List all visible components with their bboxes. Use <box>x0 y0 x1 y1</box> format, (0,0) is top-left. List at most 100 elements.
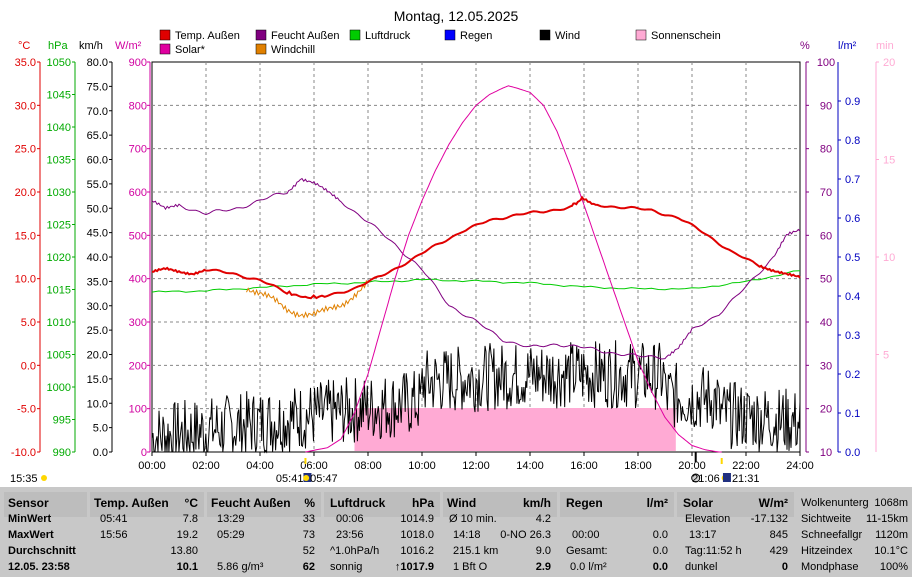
temp-current: 10.1 <box>176 561 198 573</box>
wind-axis-tick-label: 80.0 <box>87 57 108 69</box>
sun-axis-tick-label: 10 <box>883 252 895 264</box>
sun-icon <box>41 475 47 481</box>
wind-axis-tick-label: 10.0 <box>87 398 108 410</box>
cloud-base-label: Wolkenunterg <box>801 497 869 509</box>
rain-unit: l/m² <box>646 496 668 510</box>
solar-elevation-value: -17.132 <box>750 513 788 525</box>
light-status: dunkel <box>685 561 718 573</box>
x-tick-label: 22:00 <box>732 460 760 472</box>
temp-axis-tick-label: 20.0 <box>15 187 36 199</box>
legend-swatch-4 <box>444 29 456 41</box>
temp-axis-unit: °C <box>18 40 30 52</box>
x-tick-label: 08:00 <box>354 460 382 472</box>
wind-axis-tick-label: 60.0 <box>87 155 108 167</box>
legend: Temp. Außen Feucht Außen Luftdruck Regen Win… <box>159 29 721 56</box>
legend-label-1: Temp. Außen <box>175 30 240 42</box>
humidity-axis-tick-label: 40 <box>820 317 832 329</box>
x-tick-label: 04:00 <box>246 460 274 472</box>
chart-title: Montag, 12.05.2025 <box>394 8 519 24</box>
solar-axis-tick-label: 800 <box>129 100 147 112</box>
humidity-axis-tick-label: 30 <box>820 360 832 372</box>
wind-run: 215.1 km <box>453 545 499 557</box>
x-tick-label: 02:00 <box>192 460 220 472</box>
wind-axis-tick-label: 50.0 <box>87 203 108 215</box>
x-tick-label: 16:00 <box>570 460 598 472</box>
pressure-axis-tick-label: 1040 <box>47 122 71 134</box>
humidity-min-value: 33 <box>302 513 315 525</box>
sun-axis-tick-label: 20 <box>883 57 895 69</box>
moon-phase-label: Mondphase <box>801 561 859 573</box>
pressure-axis-tick-label: 1045 <box>47 90 71 102</box>
wind-axis-tick-label: 40.0 <box>87 252 108 264</box>
moonset-label: 21:31 <box>732 473 760 485</box>
sunshine-bar <box>354 408 676 451</box>
humidity-absolute: 5.86 g/m³ <box>217 561 264 573</box>
temp-axis-tick-label: 25.0 <box>15 144 36 156</box>
rain-total-value: 0.0 <box>652 545 668 557</box>
wind-avg-value: 4.2 <box>535 513 551 525</box>
wind-run-value: 9.0 <box>535 545 551 557</box>
moonrise-label: 05:41 <box>276 473 304 485</box>
legend-label-6: Sonnenschein <box>651 30 721 42</box>
humidity-axis-unit: % <box>800 40 810 52</box>
x-tick-label: 00:00 <box>138 460 166 472</box>
solar-current: 0 <box>781 561 788 573</box>
pressure-axis-tick-label: 1030 <box>47 187 71 199</box>
sun-axis-unit: min <box>876 40 894 52</box>
pressure-axis-unit: hPa <box>48 40 68 52</box>
pressure-max-time: 23:56 <box>336 529 364 541</box>
wind-axis-tick-label: 15.0 <box>87 374 108 386</box>
legend-label-4: Regen <box>460 30 492 42</box>
daylength: Tag:11:52 h <box>685 545 742 557</box>
legend-swatch-7 <box>159 43 171 55</box>
legend-label-2: Feucht Außen <box>271 30 340 42</box>
solar-axis-tick-label: 600 <box>129 187 147 199</box>
humidity-max-value: 73 <box>302 529 315 541</box>
wind-axis-tick-label: 45.0 <box>87 228 108 240</box>
rain-axis-tick-label: 0.0 <box>845 447 860 459</box>
temp-axis-tick-label: 15.0 <box>15 230 36 242</box>
solar-axis-unit: W/m² <box>115 40 142 52</box>
wind-axis-tick-label: 5.0 <box>93 423 108 435</box>
pressure-axis-tick-label: 1050 <box>47 57 71 69</box>
solar-header: Solar <box>683 496 714 510</box>
pressure-series <box>151 270 801 293</box>
legend-swatch-3 <box>349 29 361 41</box>
solar-axis-tick-label: 300 <box>129 317 147 329</box>
sunset-label: 21:06 <box>692 473 720 485</box>
x-tick-label: 06:00 <box>300 460 328 472</box>
heat-index-value: 10.1°C <box>874 545 908 557</box>
temp-unit: °C <box>184 496 198 510</box>
row-label-avg: Durchschnitt <box>8 545 76 557</box>
x-axis: 00:00 02:00 04:00 06:00 08:00 10:00 12:00 14:00… <box>10 452 814 485</box>
humidity-axis-tick-label: 20 <box>820 404 832 416</box>
solar-elevation-label: Elevation <box>685 513 731 525</box>
legend-swatch-2 <box>255 29 267 41</box>
rain-column: Regen l/m² 00:00 0.0 Gesamt: 0.0 0.0 l/m… <box>560 487 674 577</box>
row-label-min: MinWert <box>8 513 52 525</box>
sensor-column: Sensor MinWert MaxWert Durchschnitt 12.0… <box>4 487 87 577</box>
extra-column: Wolkenunterg 1068m Sichtweite 11-15km Sc… <box>797 487 912 577</box>
rain-axis-tick-label: 0.1 <box>845 408 860 420</box>
visibility-value: 11-15km <box>866 513 908 525</box>
wind-axis-tick-label: 65.0 <box>87 130 108 142</box>
humidity-axis-tick-label: 70 <box>820 187 832 199</box>
humidity-column: Feucht Außen % 13:29 33 05:29 73 52 5.86… <box>207 487 321 577</box>
legend-label-7: Solar* <box>175 44 206 56</box>
solar-avg-value: 429 <box>769 545 788 557</box>
rain-axis-tick-label: 0.4 <box>845 291 860 303</box>
row-label-current: 12.05. 23:58 <box>8 561 70 573</box>
wind-beaufort: 1 Bft O <box>453 561 488 573</box>
x-tick-label: 20:00 <box>678 460 706 472</box>
pressure-min-time: 00:06 <box>336 513 364 525</box>
temp-max-value: 19.2 <box>176 529 198 541</box>
wind-axis-unit: km/h <box>79 40 103 52</box>
humidity-axis-tick-label: 60 <box>820 230 832 242</box>
solar-column: Solar W/m² Elevation -17.132 13:17 845 T… <box>677 487 794 577</box>
rain-max-value: 0.0 <box>652 529 668 541</box>
humidity-max-time: 05:29 <box>217 529 245 541</box>
pressure-max-value: 1018.0 <box>400 529 434 541</box>
sun-axis-tick-label: 5 <box>883 350 889 362</box>
pressure-axis-tick-label: 995 <box>53 415 71 427</box>
rain-axis-tick-label: 0.6 <box>845 213 860 225</box>
